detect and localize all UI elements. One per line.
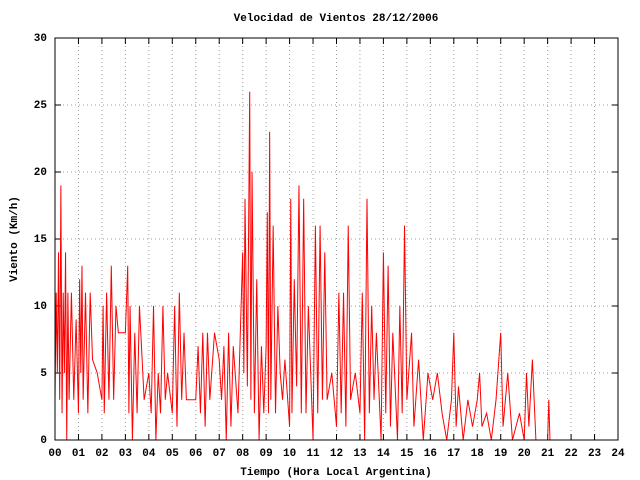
x-tick-label: 22 bbox=[564, 448, 577, 460]
y-tick-label: 0 bbox=[40, 435, 47, 447]
x-tick-label: 10 bbox=[283, 448, 296, 460]
x-tick-label: 18 bbox=[471, 448, 485, 460]
x-tick-label: 17 bbox=[447, 448, 460, 460]
plot-border bbox=[54, 37, 619, 441]
x-tick-label: 11 bbox=[306, 448, 320, 460]
x-axis-label: Tiempo (Hora Local Argentina) bbox=[240, 467, 431, 479]
y-tick-label: 10 bbox=[34, 301, 47, 313]
x-tick-label: 16 bbox=[424, 448, 437, 460]
x-tick-label: 03 bbox=[119, 448, 133, 460]
y-tick-label: 15 bbox=[34, 234, 48, 246]
x-tick-label: 20 bbox=[518, 448, 531, 460]
data-line bbox=[54, 91, 551, 441]
x-tick-label: 19 bbox=[494, 448, 507, 460]
x-tick-label: 04 bbox=[142, 448, 156, 460]
x-tick-label: 24 bbox=[611, 448, 625, 460]
x-tick-label: 00 bbox=[48, 448, 61, 460]
y-axis-label: Viento (Km/h) bbox=[9, 196, 21, 282]
x-tick-label: 05 bbox=[166, 448, 180, 460]
x-tick-label: 01 bbox=[72, 448, 86, 460]
x-tick-label: 15 bbox=[400, 448, 414, 460]
x-tick-label: 23 bbox=[588, 448, 602, 460]
x-tick-label: 06 bbox=[189, 448, 202, 460]
x-tick-label: 21 bbox=[541, 448, 555, 460]
x-tick-label: 12 bbox=[330, 448, 343, 460]
x-tick-label: 13 bbox=[353, 448, 367, 460]
y-tick-label: 25 bbox=[34, 100, 48, 112]
x-tick-label: 09 bbox=[260, 448, 273, 460]
y-tick-label: 30 bbox=[34, 33, 47, 45]
y-tick-label: 20 bbox=[34, 167, 47, 179]
x-tick-label: 08 bbox=[236, 448, 250, 460]
x-tick-label: 02 bbox=[95, 448, 108, 460]
y-tick-label: 5 bbox=[40, 368, 47, 380]
x-tick-label: 14 bbox=[377, 448, 391, 460]
x-tick-label: 07 bbox=[213, 448, 226, 460]
chart-title: Velocidad de Vientos 28/12/2006 bbox=[234, 13, 439, 25]
